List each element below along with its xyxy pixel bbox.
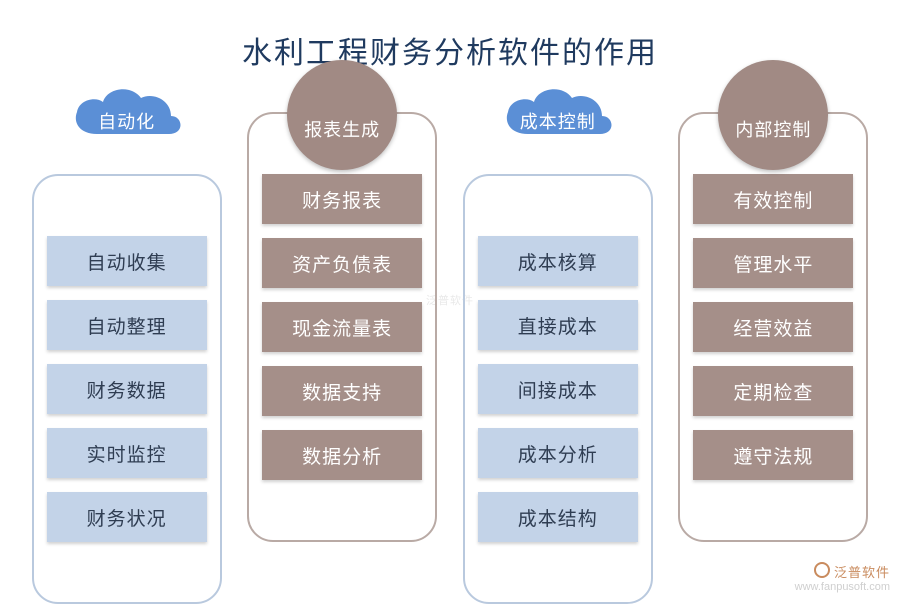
- list-item: 遵守法规: [693, 430, 853, 480]
- list-item: 成本核算: [478, 236, 638, 286]
- column-internal-control: 内部控制 有效控制 管理水平 经营效益 定期检查 遵守法规: [678, 112, 868, 604]
- watermark-url: www.fanpusoft.com: [795, 581, 890, 594]
- list-item: 现金流量表: [262, 302, 422, 352]
- list-item: 经营效益: [693, 302, 853, 352]
- list-item: 定期检查: [693, 366, 853, 416]
- column-automation: 自动化 自动收集 自动整理 财务数据 实时监控 财务状况: [32, 112, 222, 604]
- list-item: 实时监控: [47, 428, 207, 478]
- list-item: 财务状况: [47, 492, 207, 542]
- list-item: 成本结构: [478, 492, 638, 542]
- list-item: 间接成本: [478, 364, 638, 414]
- columns-container: 自动化 自动收集 自动整理 财务数据 实时监控 财务状况 报表生成 财务报表 资…: [0, 112, 900, 604]
- panel: 自动收集 自动整理 财务数据 实时监控 财务状况: [32, 174, 222, 604]
- watermark: 泛普软件 www.fanpusoft.com: [795, 561, 890, 594]
- column-header-label: 自动化: [98, 108, 155, 134]
- column-header-label: 成本控制: [520, 108, 596, 134]
- list-item: 自动收集: [47, 236, 207, 286]
- panel: 成本核算 直接成本 间接成本 成本分析 成本结构: [463, 174, 653, 604]
- column-header-label: 内部控制: [735, 116, 811, 142]
- list-item: 直接成本: [478, 300, 638, 350]
- column-reports: 报表生成 财务报表 资产负债表 现金流量表 数据支持 数据分析: [247, 112, 437, 604]
- list-item: 成本分析: [478, 428, 638, 478]
- list-item: 管理水平: [693, 238, 853, 288]
- list-item: 自动整理: [47, 300, 207, 350]
- list-item: 财务数据: [47, 364, 207, 414]
- list-item: 数据分析: [262, 430, 422, 480]
- column-header-label: 报表生成: [304, 116, 380, 142]
- list-item: 资产负债表: [262, 238, 422, 288]
- list-item: 数据支持: [262, 366, 422, 416]
- column-cost-control: 成本控制 成本核算 直接成本 间接成本 成本分析 成本结构: [463, 112, 653, 604]
- watermark-brand: 泛普软件: [795, 561, 890, 581]
